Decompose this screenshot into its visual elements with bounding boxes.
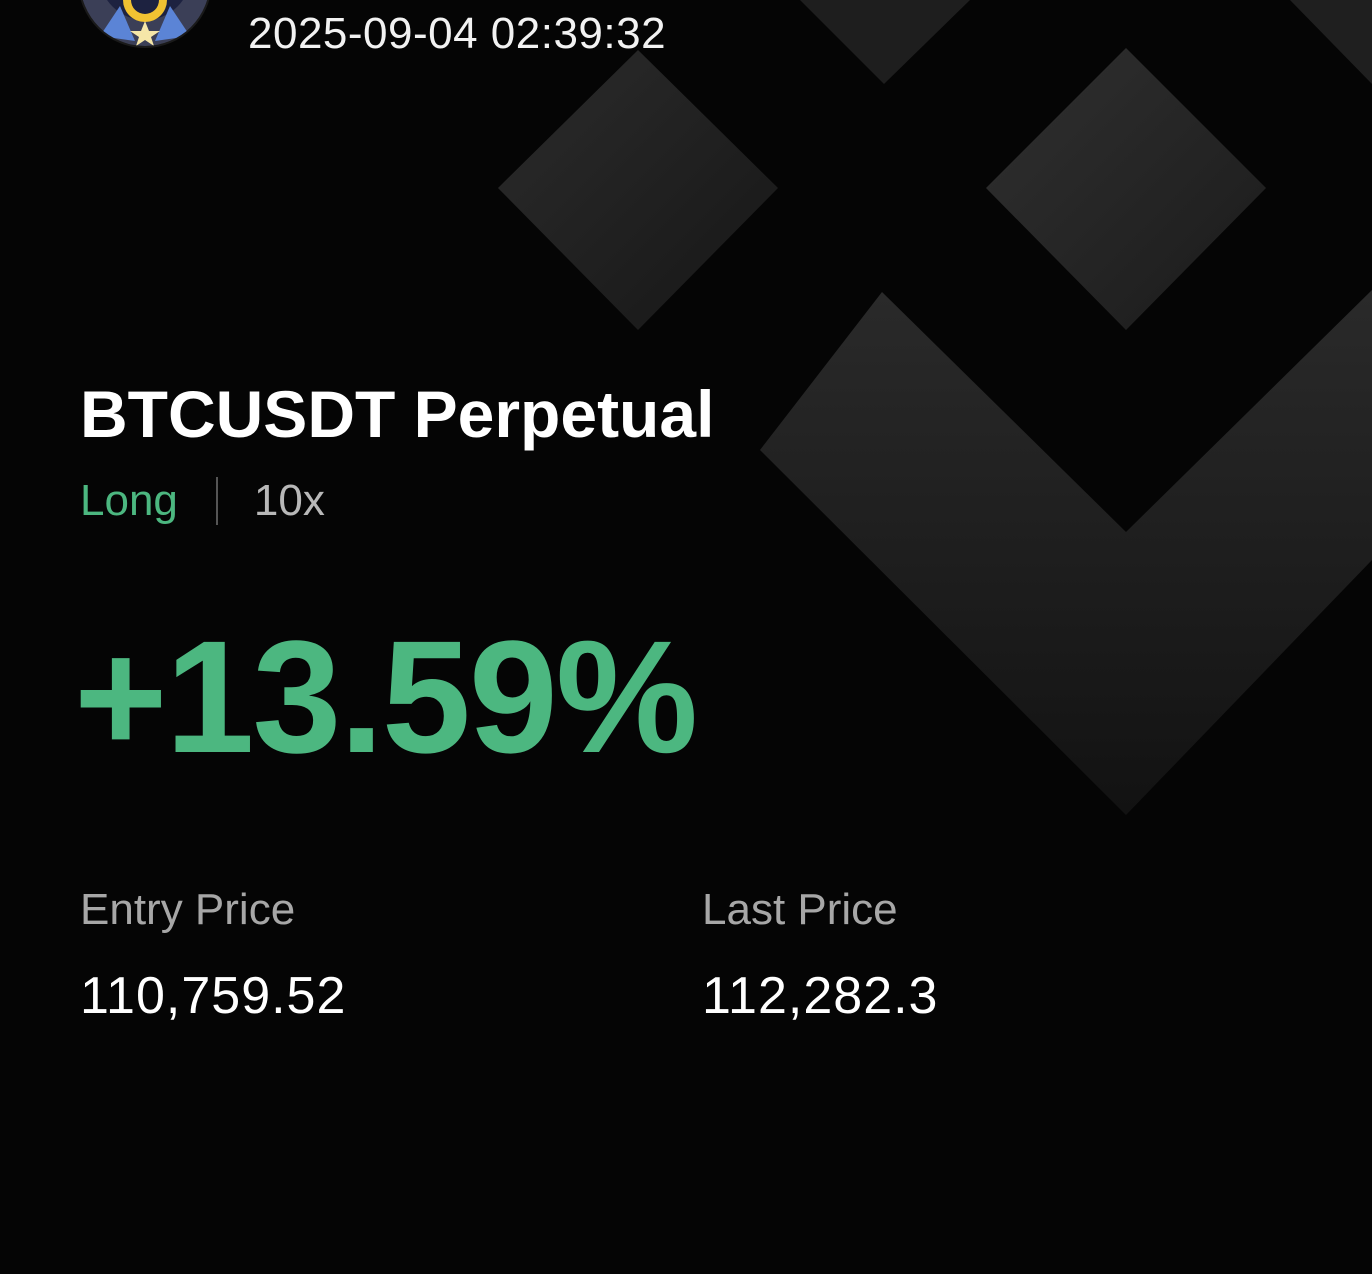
divider (215, 477, 218, 525)
entry-price-label: Entry Price (80, 885, 296, 934)
contract-title: BTCUSDT Perpetual (80, 377, 715, 451)
pnl-percentage: +13.59% (74, 607, 698, 786)
last-price-value: 112,282.3 (702, 967, 939, 1025)
entry-price-value: 110,759.52 (80, 967, 347, 1025)
position-side: Long (80, 476, 178, 525)
position-info: Long 10x (80, 474, 325, 528)
share-timestamp: 2025-09-04 02:39:32 (248, 9, 667, 58)
leverage-value: 10x (253, 476, 325, 525)
last-price-label: Last Price (702, 885, 898, 934)
user-avatar-icon (80, 0, 210, 46)
